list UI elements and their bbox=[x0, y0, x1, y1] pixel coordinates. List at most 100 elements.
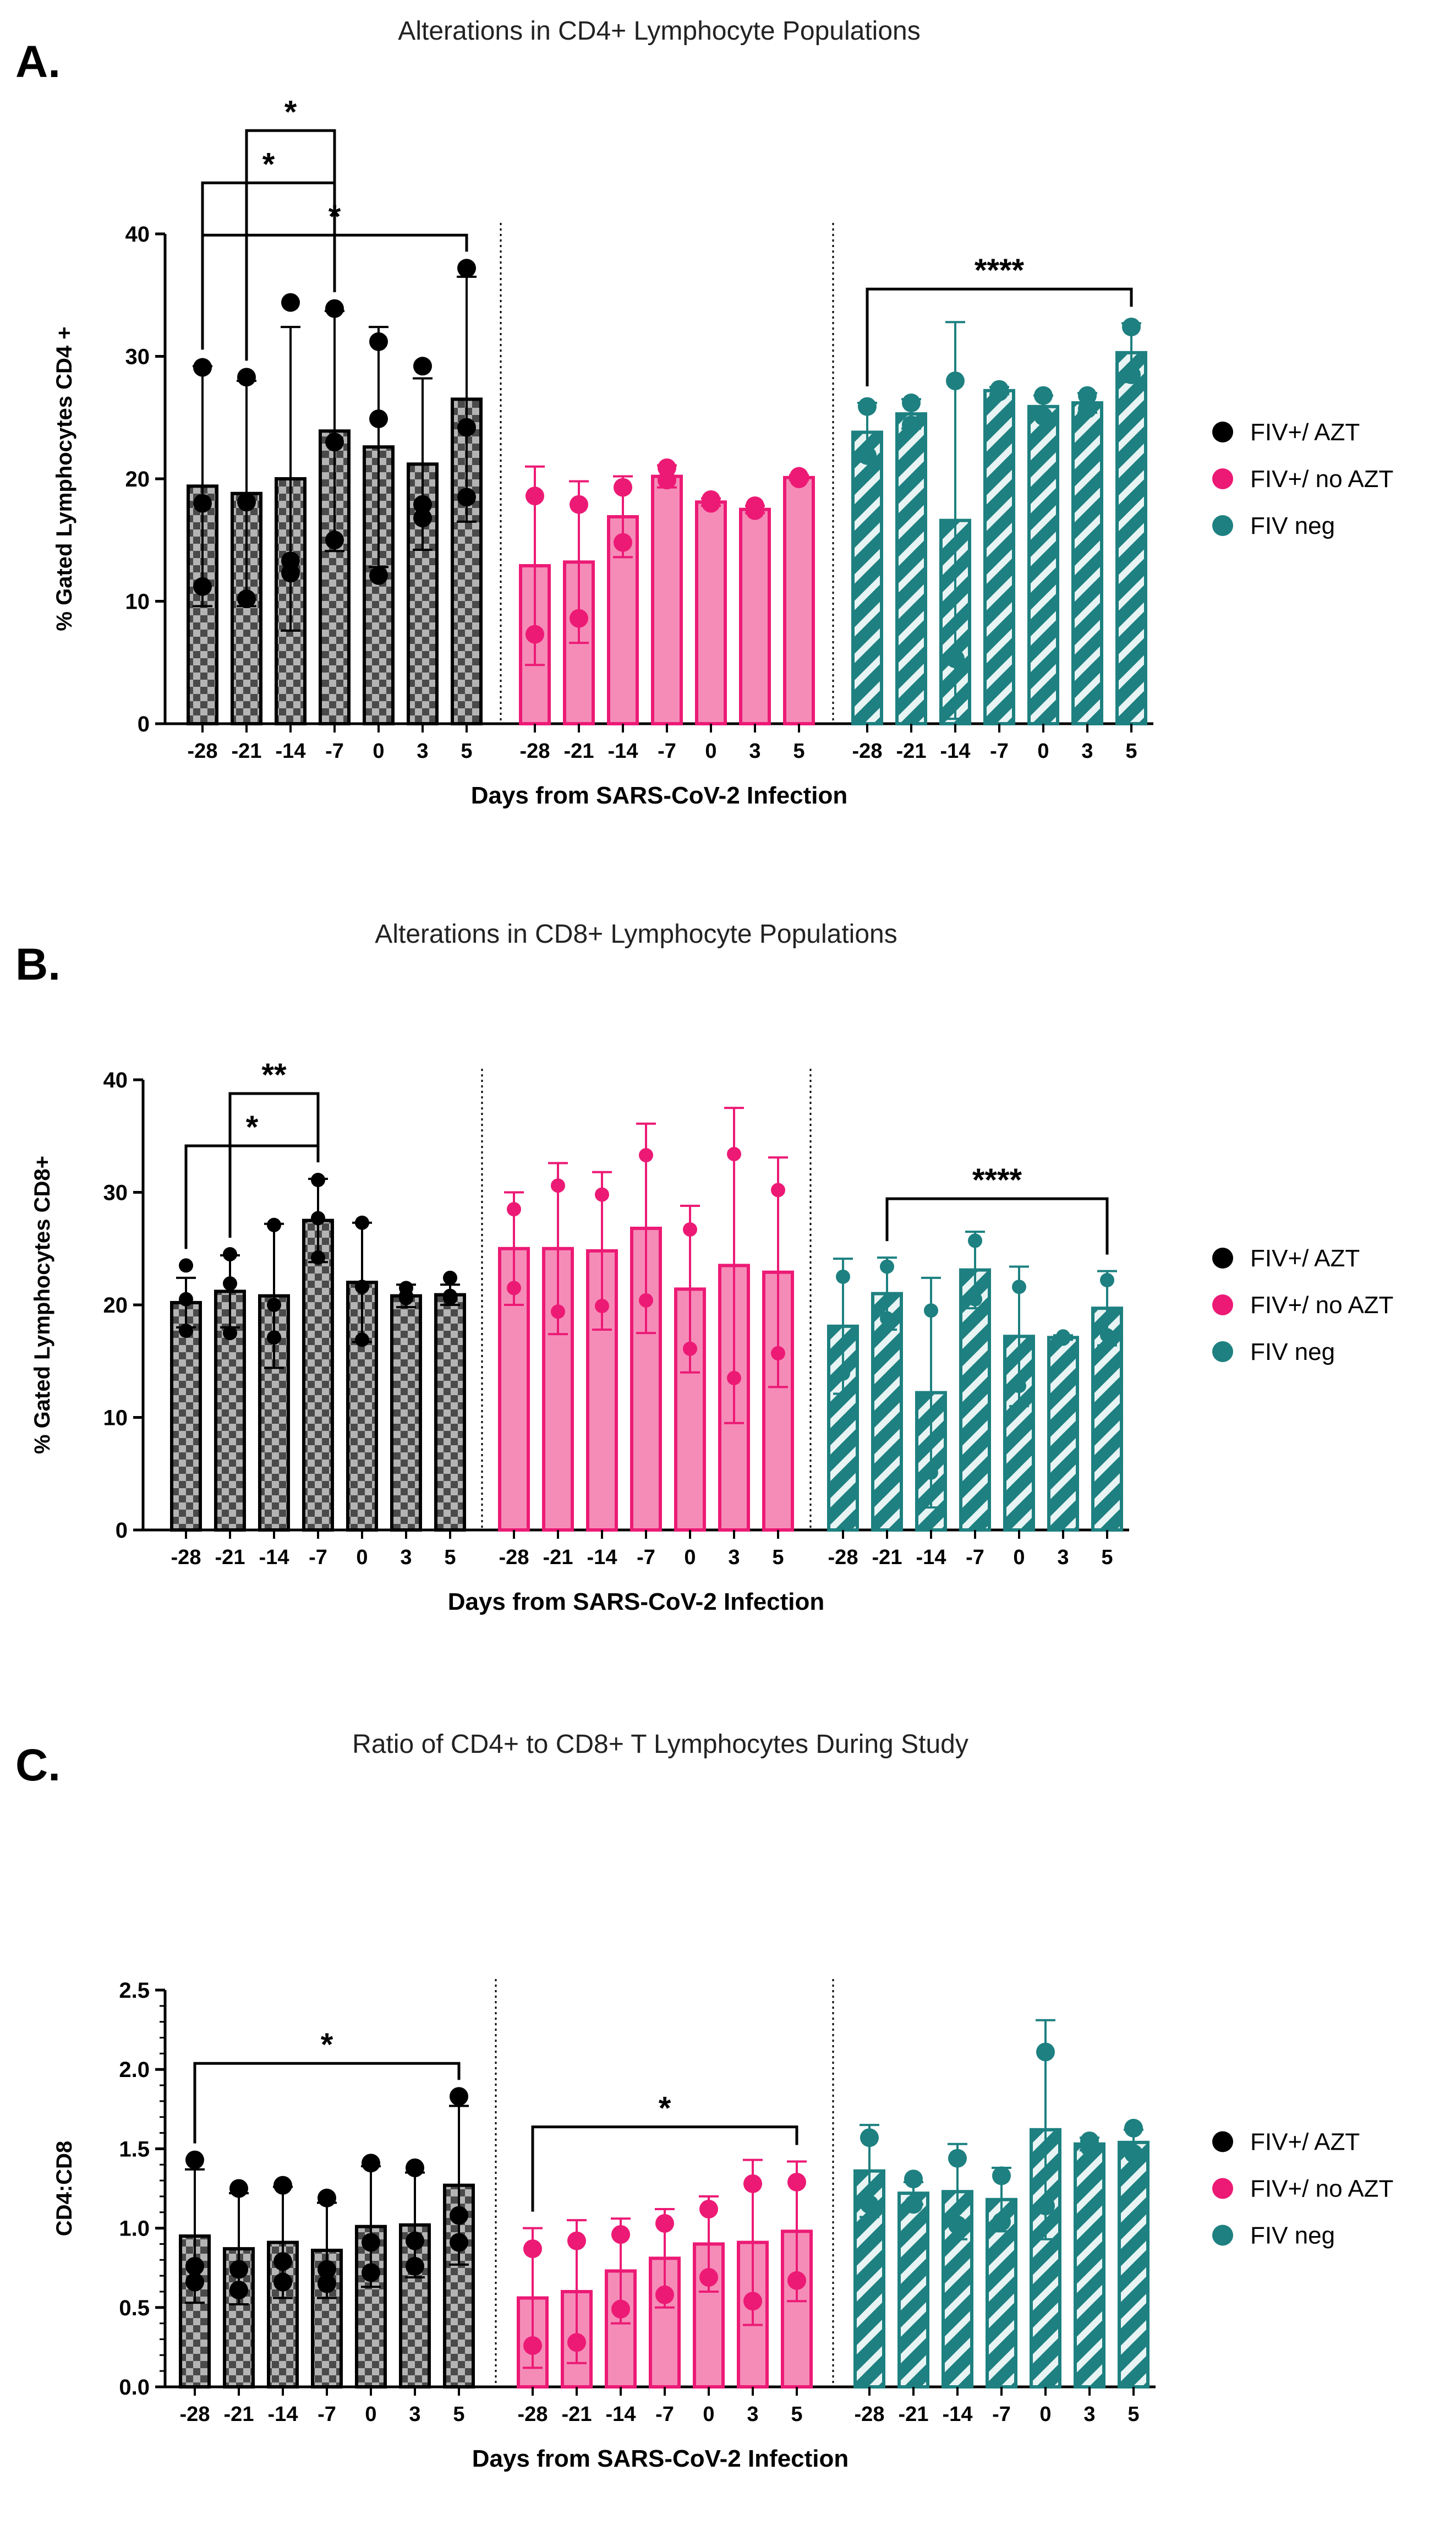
x-tick-label: -21 bbox=[224, 2403, 254, 2426]
x-tick-label: -14 bbox=[606, 2403, 636, 2426]
data-point bbox=[406, 2158, 424, 2178]
data-point bbox=[523, 2336, 542, 2355]
significance-label: **** bbox=[975, 253, 1025, 288]
data-point bbox=[273, 2176, 292, 2195]
x-tick-label: 3 bbox=[409, 2403, 420, 2426]
legend-label: FIV+/ no AZT bbox=[1250, 1292, 1393, 1319]
chart-title: Alterations in CD4+ Lymphocyte Populatio… bbox=[398, 17, 920, 46]
x-tick-label: -28 bbox=[520, 740, 550, 763]
bar bbox=[1074, 2142, 1105, 2389]
data-point bbox=[1036, 2196, 1055, 2216]
data-point bbox=[683, 1222, 697, 1237]
data-point bbox=[193, 494, 212, 513]
x-tick-label: -14 bbox=[259, 1546, 289, 1569]
x-tick-label: 5 bbox=[791, 2403, 802, 2426]
data-point bbox=[570, 609, 588, 628]
x-tick-label: 5 bbox=[793, 740, 804, 763]
y-tick-label: 0 bbox=[138, 712, 150, 736]
x-tick-label: -7 bbox=[658, 740, 676, 763]
data-point bbox=[1078, 400, 1097, 419]
y-axis-label: CD4:CD8 bbox=[52, 2141, 76, 2236]
data-point bbox=[457, 418, 476, 437]
x-tick-label: -21 bbox=[232, 740, 262, 763]
data-point bbox=[946, 649, 965, 669]
x-tick-label: -7 bbox=[318, 2403, 336, 2426]
data-point bbox=[507, 1281, 521, 1296]
data-point bbox=[450, 2233, 468, 2252]
significance-label: * bbox=[659, 2091, 671, 2127]
x-tick-label: 0 bbox=[1039, 2403, 1051, 2426]
data-point bbox=[237, 368, 256, 387]
data-point bbox=[229, 2260, 248, 2279]
data-point bbox=[450, 2206, 468, 2225]
significance-label: * bbox=[246, 1110, 259, 1145]
data-point bbox=[369, 566, 388, 585]
x-tick-label: 3 bbox=[1081, 740, 1093, 763]
y-tick-label: 2.0 bbox=[119, 2058, 150, 2082]
data-point bbox=[699, 2199, 718, 2218]
legend-marker bbox=[1212, 1294, 1233, 1315]
significance-bracket bbox=[531, 2125, 798, 2212]
data-point bbox=[1122, 365, 1141, 384]
data-point bbox=[267, 1298, 281, 1312]
significance-bracket bbox=[193, 2062, 461, 2144]
data-point bbox=[229, 2281, 248, 2300]
x-tick-label: 5 bbox=[453, 2403, 464, 2426]
data-point bbox=[614, 478, 632, 497]
y-axis-label: % Gated Lymphocytes CD8+ bbox=[30, 1156, 54, 1454]
data-point bbox=[1056, 1331, 1070, 1346]
x-tick-label: 0 bbox=[703, 2403, 714, 2426]
data-point bbox=[1122, 318, 1141, 337]
bar bbox=[434, 1293, 466, 1532]
y-tick-label: 40 bbox=[103, 1068, 128, 1092]
bar bbox=[390, 1294, 422, 1532]
y-tick-label: 10 bbox=[125, 590, 150, 614]
significance-bracket bbox=[228, 1092, 320, 1238]
legend-label: FIV neg bbox=[1250, 1338, 1335, 1365]
data-point bbox=[526, 487, 544, 506]
data-point bbox=[325, 299, 344, 318]
x-tick-label: -21 bbox=[896, 740, 927, 763]
data-point bbox=[413, 509, 432, 528]
data-point bbox=[771, 1183, 785, 1198]
data-point bbox=[523, 2239, 542, 2259]
x-tick-label: 3 bbox=[728, 1546, 740, 1569]
y-tick-label: 1.5 bbox=[119, 2137, 150, 2161]
data-point bbox=[699, 2268, 718, 2287]
significance-label: * bbox=[262, 146, 275, 182]
x-tick-label: 5 bbox=[461, 740, 472, 763]
x-tick-label: -7 bbox=[990, 740, 1009, 763]
data-point bbox=[1036, 2042, 1055, 2062]
bar bbox=[783, 476, 815, 726]
data-point bbox=[223, 1247, 237, 1261]
data-point bbox=[946, 371, 965, 390]
data-point bbox=[858, 397, 877, 416]
bar bbox=[895, 412, 927, 725]
bar bbox=[1118, 2140, 1150, 2389]
data-point bbox=[948, 2149, 967, 2168]
data-point bbox=[1034, 386, 1053, 405]
data-point bbox=[655, 2214, 674, 2233]
significance-bracket bbox=[885, 1197, 1109, 1255]
significance-bracket bbox=[866, 287, 1133, 387]
x-tick-label: -28 bbox=[828, 1546, 858, 1569]
significance-label: * bbox=[284, 94, 297, 130]
significance-label: * bbox=[321, 2027, 333, 2063]
bar bbox=[695, 500, 727, 726]
chart-title: Alterations in CD8+ Lymphocyte Populatio… bbox=[375, 920, 897, 949]
data-point bbox=[904, 2169, 923, 2189]
data-point bbox=[193, 577, 212, 596]
data-point bbox=[179, 1258, 193, 1273]
data-point bbox=[355, 1332, 369, 1347]
significance-bracket bbox=[245, 129, 336, 361]
x-tick-label: 5 bbox=[1125, 740, 1137, 763]
data-point bbox=[658, 471, 676, 490]
data-point bbox=[787, 2271, 806, 2290]
y-tick-label: 30 bbox=[125, 345, 150, 369]
legend-marker bbox=[1212, 2225, 1233, 2246]
x-tick-label: -21 bbox=[215, 1546, 245, 1569]
bar bbox=[1047, 1336, 1079, 1532]
legend-marker bbox=[1212, 515, 1233, 536]
x-tick-label: 5 bbox=[772, 1546, 784, 1569]
legend-marker bbox=[1212, 2131, 1233, 2152]
